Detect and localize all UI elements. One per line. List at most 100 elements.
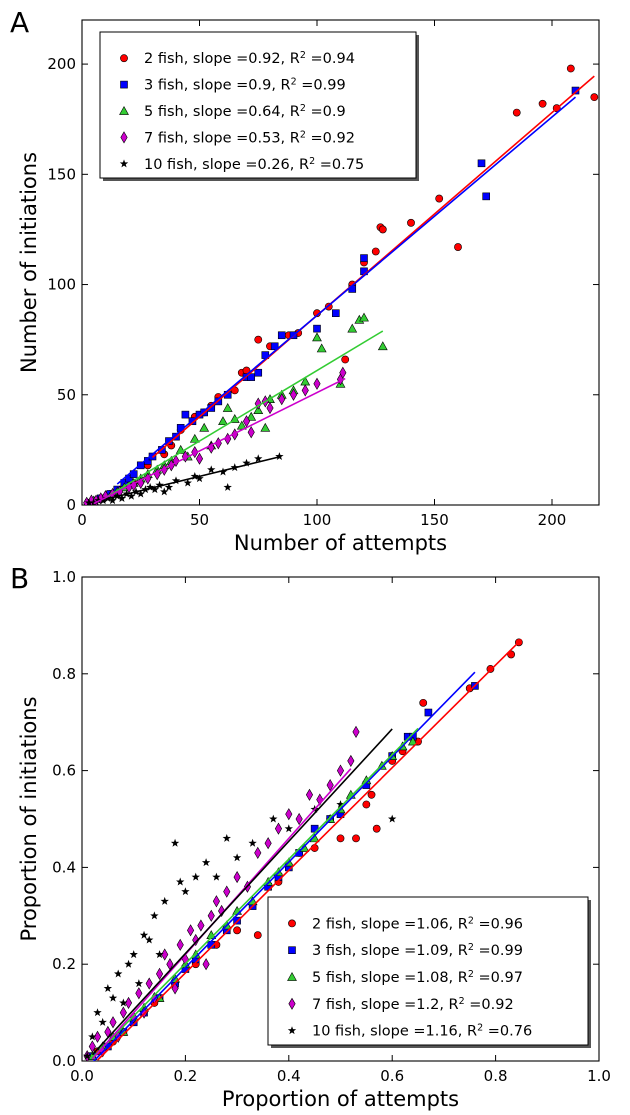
data-point [145,935,154,944]
data-point [114,969,123,978]
data-point [84,498,94,505]
plot-area [83,64,599,505]
data-point [171,476,181,485]
legend-marker [119,159,129,168]
data-point [171,982,179,995]
data-point [98,1017,107,1026]
data-point [176,938,184,951]
x-axis-label: Proportion of attempts [222,1087,459,1111]
data-point [371,247,380,256]
data-point [197,919,205,932]
data-point [191,872,200,881]
data-point [109,1016,117,1029]
y-tick-label: 1.0 [52,568,76,586]
y-tick-label: 100 [47,276,76,294]
data-point [372,824,381,833]
data-point [336,764,345,777]
y-axis-label: Number of initiations [17,152,41,373]
data-point [253,405,264,415]
data-point [253,931,262,940]
data-point [246,411,257,421]
data-point [145,482,155,491]
data-point [212,895,220,908]
x-tick-label: 50 [190,511,209,529]
data-point [486,665,495,673]
data-point [233,870,241,884]
data-point [218,467,228,476]
legend-label: 5 fish, slope =0.64, R2 =0.9 [144,103,346,120]
panel-b: B 0.0 0.2 0.4 0.6 0.8 1.0 0.0 0.2 0.4 0.6 0.8 1.0 Pro… [10,562,611,1111]
data-point [301,384,309,397]
data-point [124,959,133,968]
data-point [305,788,314,801]
data-point [119,998,128,1007]
data-point [160,487,169,496]
legend-marker [120,54,128,63]
data-point [161,948,169,961]
data-point [222,833,231,842]
data-point [232,853,242,862]
data-point [507,650,516,659]
fit-line [91,728,393,1056]
data-point [254,454,263,463]
data-point [312,332,322,342]
data-point [277,331,286,340]
data-point [222,402,233,412]
data-point [254,397,262,410]
data-point [94,496,103,505]
data-point [269,814,278,823]
data-point [347,323,358,333]
panel-a: A 0 50 100 150 200 0 50 100 150 200 Number of attem… [10,6,600,555]
y-tick-label: 0.8 [52,665,76,683]
legend-marker [287,971,297,981]
data-point [176,877,185,886]
data-point [454,243,462,251]
data-point [189,433,200,443]
data-point [183,478,192,487]
data-point [119,1006,127,1019]
y-tick-label: 200 [47,55,76,73]
data-point [155,950,164,959]
data-point [82,1051,92,1060]
data-point [93,1030,102,1043]
data-point [108,993,118,1002]
panel-letter: A [10,6,29,39]
legend-label: 2 fish, slope =1.06, R2 =0.96 [312,915,523,932]
data-point [218,904,226,918]
data-point [129,950,138,959]
data-point [378,225,387,234]
data-point [260,422,271,432]
data-point [377,341,388,351]
data-point [135,987,143,1000]
data-point [316,343,327,353]
x-tick-label: 0.6 [380,1067,404,1085]
legend-box [267,896,589,1046]
legend-marker [288,919,296,928]
fit-line [116,96,577,485]
data-point [590,93,599,102]
data-point [117,493,127,502]
data-point [359,312,369,322]
legend-label: 3 fish, slope =1.09, R2 =0.99 [312,942,523,959]
data-point [313,324,321,333]
data-point [512,108,521,117]
legend-label: 2 fish, slope =0.92, R2 =0.94 [144,50,355,67]
data-point [407,218,415,227]
data-point [285,808,293,821]
y-tick-label: 0.2 [52,955,76,973]
data-point [336,800,345,809]
data-point [172,454,180,468]
data-point [192,933,200,947]
data-point [295,812,303,826]
data-point [127,491,136,500]
data-point [242,458,251,467]
data-point [254,846,262,859]
data-point [150,485,160,494]
data-point [331,309,340,318]
plot-area [82,638,523,1061]
fit-line [93,377,346,505]
data-point [270,342,279,351]
data-point [223,482,232,491]
fit-line [96,638,523,1061]
data-point [482,192,491,201]
